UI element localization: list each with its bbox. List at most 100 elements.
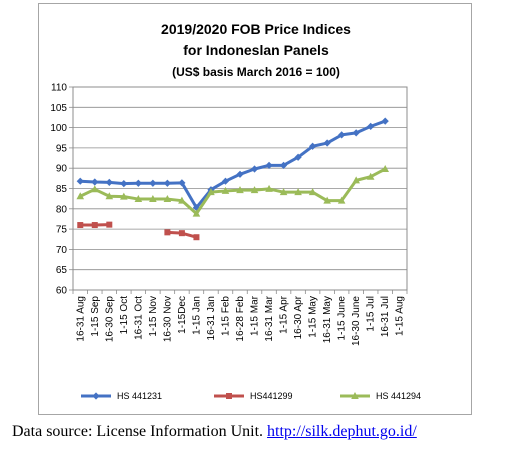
y-tick-label: 85 — [56, 184, 68, 195]
y-tick-label: 65 — [56, 265, 68, 276]
data-point — [323, 196, 331, 204]
legend-item: HS 441231 — [81, 391, 162, 401]
chart-title-line-3: (US$ basis March 2016 = 100) — [172, 65, 340, 79]
y-tick-label: 60 — [56, 286, 68, 297]
x-tick-label: 16-31 Jul — [380, 296, 391, 337]
x-tick-label: 16-30 June — [351, 296, 362, 346]
data-point — [105, 178, 113, 187]
legend-label: HS441299 — [250, 391, 293, 401]
y-tick-label: 105 — [50, 103, 67, 114]
data-point — [221, 177, 230, 185]
chart-title: 2019/2020 FOB Price Indices for Indonesla… — [161, 21, 351, 79]
y-tick-label: 70 — [56, 245, 68, 256]
x-tick-label: 1-15 May — [308, 296, 319, 338]
series-line — [80, 119, 386, 210]
y-tick-label: 95 — [56, 143, 68, 154]
data-point — [236, 186, 244, 194]
data-point — [308, 188, 317, 196]
data-point — [279, 188, 288, 196]
data-point — [352, 176, 360, 184]
x-tick-label: 1-15 Jan — [191, 296, 202, 335]
series-1 — [76, 117, 389, 212]
chart: 2019/2020 FOB Price Indices for Indonesla… — [50, 21, 421, 401]
x-tick-label: 16-30 Nov — [162, 296, 173, 342]
data-point — [149, 179, 157, 187]
y-tick-label: 100 — [50, 123, 67, 134]
data-point — [221, 186, 230, 194]
legend-swatch-marker — [351, 392, 359, 399]
data-point — [352, 129, 360, 137]
plot-area: 60 65 70 75 80 85 90 95 100 105 110 16-31 Aug 1-15 S… — [50, 83, 408, 346]
data-point — [381, 165, 390, 173]
data-point — [120, 180, 128, 188]
chart-title-line-1: 2019/2020 FOB Price Indices — [161, 21, 351, 37]
source-link[interactable]: http://silk.dephut.go.id/ — [267, 423, 417, 440]
y-tick-label: 75 — [56, 225, 68, 236]
data-point — [192, 209, 201, 217]
x-tick-label: 16-31 Oct — [133, 296, 144, 340]
data-point — [163, 179, 171, 187]
x-tick-label: 16-28 Feb — [235, 296, 246, 342]
x-tick-label: 1-15 Apr — [279, 295, 290, 333]
data-point — [163, 195, 172, 203]
data-point — [164, 229, 171, 236]
data-point — [250, 165, 259, 173]
x-tick-label: 1-15 Jul — [366, 296, 377, 332]
series-2 — [77, 221, 200, 241]
data-point — [106, 221, 113, 228]
data-point — [105, 192, 114, 200]
y-tick-label: 80 — [56, 204, 68, 215]
series-line — [79, 167, 386, 216]
x-tick-label: 16-31 May — [322, 296, 333, 343]
data-point — [120, 192, 128, 200]
legend: HS 441231 HS441299 HS 441294 — [81, 391, 421, 401]
data-point — [178, 230, 185, 237]
data-source-caption: Data source: License Information Unit. h… — [12, 423, 510, 441]
data-point — [193, 234, 200, 241]
data-point — [381, 117, 389, 125]
y-tick-label: 90 — [56, 164, 68, 175]
data-point — [236, 170, 244, 178]
x-tick-label: 1-15 Oct — [119, 296, 130, 335]
data-point — [294, 188, 302, 196]
x-tick-label: 16-31 Jan — [206, 296, 217, 340]
legend-swatch-marker — [226, 393, 232, 399]
legend-item: HS 441294 — [340, 391, 421, 401]
x-tick-label: 1-15 Aug — [395, 296, 406, 336]
x-tick-label: 16-30 Sep — [104, 296, 115, 343]
x-tick-label: 16-30 Apr — [293, 295, 304, 339]
x-tick-label: 1-15 Feb — [220, 296, 231, 336]
data-point — [77, 222, 84, 229]
x-tick-label: 1-15 Nov — [148, 296, 159, 337]
data-point — [90, 185, 99, 193]
data-point — [91, 222, 98, 229]
data-point — [294, 153, 302, 161]
x-tick-label: 1-15Dec — [177, 296, 188, 334]
data-point — [76, 177, 84, 185]
data-point — [367, 122, 375, 130]
series-3 — [76, 165, 390, 217]
data-point — [91, 178, 99, 186]
data-point — [207, 188, 215, 196]
chart-frame: 2019/2020 FOB Price Indices for Indonesla… — [38, 3, 472, 415]
x-tick-label: 16-31 Mar — [264, 295, 275, 341]
legend-swatch-marker — [92, 392, 100, 400]
caption-text: Data source: License Information Unit. — [12, 423, 268, 440]
data-point — [178, 196, 186, 204]
data-point — [309, 142, 317, 150]
data-point — [250, 186, 259, 194]
data-point — [178, 179, 186, 187]
x-tick-label: 16-31 Aug — [75, 296, 86, 342]
chart-title-line-2: for Indoneslan Panels — [183, 42, 329, 58]
x-tick-label: 1-15 June — [337, 296, 348, 341]
data-point — [323, 139, 331, 147]
data-point — [134, 179, 142, 187]
data-point — [134, 195, 143, 203]
data-point — [366, 172, 375, 180]
y-tick-label: 110 — [51, 83, 67, 94]
data-point — [149, 195, 157, 203]
data-point — [76, 192, 85, 200]
legend-label: HS 441294 — [376, 391, 421, 401]
x-tick-label: 1-15 Mar — [250, 295, 261, 336]
data-point — [337, 196, 346, 204]
